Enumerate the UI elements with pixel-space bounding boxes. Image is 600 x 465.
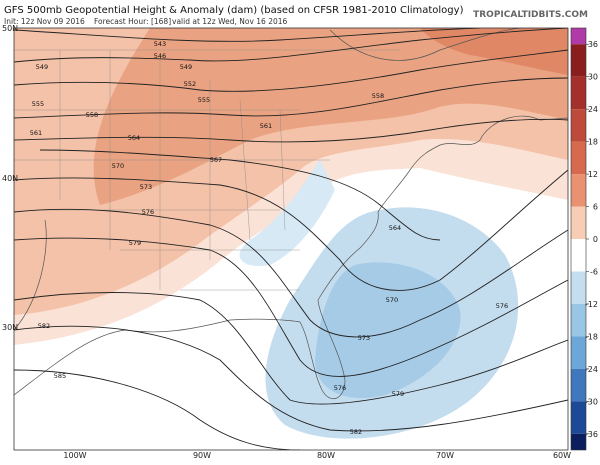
- contour-label: 549: [180, 63, 192, 71]
- contour-label: 561: [30, 129, 42, 137]
- contour-label: 573: [140, 183, 152, 191]
- lat-label: 50N: [2, 24, 18, 33]
- colorbar-tick-label: 6: [593, 203, 598, 212]
- lon-labels: 100W 90W 80W 70W 60W: [63, 451, 571, 460]
- colorbar-segment: [571, 109, 586, 142]
- lat-label: 30N: [2, 323, 18, 332]
- colorbar-tick-label: -18: [585, 332, 598, 341]
- colorbar-segment: [571, 206, 586, 239]
- colorbar-tick-label: -30: [585, 397, 598, 406]
- colorbar-segment: [571, 174, 586, 207]
- contour-label: 567: [210, 156, 222, 164]
- lon-label: 80W: [317, 451, 335, 460]
- colorbar-segment: [571, 368, 586, 402]
- contour-label: 576: [334, 384, 346, 392]
- colorbar-segment: [571, 28, 586, 45]
- contour-label: 564: [128, 134, 140, 142]
- init-time: Init: 12z Nov 09 2016: [4, 17, 85, 26]
- contour-label: 576: [142, 208, 154, 216]
- colorbar-tick-label: 18: [588, 138, 598, 147]
- colorbar-segment: [571, 303, 586, 337]
- negative-anomaly: [315, 262, 461, 399]
- contour-label: 546: [154, 52, 166, 60]
- contour-label: 555: [198, 96, 210, 104]
- map-panel: [13, 27, 569, 451]
- colorbar-segment: [571, 239, 586, 272]
- contour-label: 555: [32, 100, 44, 108]
- lat-label: 40N: [2, 174, 18, 183]
- map-frame: [13, 27, 569, 451]
- contour-label: 585: [54, 372, 66, 380]
- contour-label: 579: [392, 390, 404, 398]
- lon-label: 60W: [553, 451, 571, 460]
- positive-anomaly: [93, 28, 568, 205]
- title: GFS 500mb Geopotential Height & Anomaly …: [4, 5, 464, 16]
- colorbar-segment: [571, 433, 586, 450]
- coastline: [14, 28, 521, 331]
- colorbar-tick-label: 30: [588, 73, 598, 82]
- negative-anomaly: [239, 160, 335, 266]
- lon-label: 100W: [63, 451, 86, 460]
- contour-label: 558: [372, 92, 384, 100]
- positive-anomaly: [420, 28, 568, 75]
- contour-label: 570: [112, 162, 124, 170]
- colorbar-tick-label: 24: [588, 105, 598, 114]
- contour-label: 564: [389, 224, 401, 232]
- colorbar-tick-label: -24: [585, 365, 598, 374]
- contour-label: 561: [260, 122, 272, 130]
- forecast-hour: Forecast Hour: [168]: [94, 17, 171, 26]
- colorbar-tick-label: 36: [588, 40, 598, 49]
- contour-label: 579: [129, 239, 141, 247]
- colorbar-tick-label: 0: [593, 235, 598, 244]
- lat-labels: 50N 40N 30N: [2, 24, 18, 332]
- contour-label: 543: [154, 40, 166, 48]
- contour-label: 573: [358, 334, 370, 342]
- colorbar-tick-label: -6: [590, 267, 598, 276]
- contour-label: 552: [184, 80, 196, 88]
- contour-label: 582: [350, 428, 362, 436]
- contour-label: 582: [38, 322, 50, 330]
- colorbar-segment: [571, 141, 586, 175]
- valid-time: valid at 12z Wed, Nov 16 2016: [172, 17, 288, 26]
- colorbar-segment: [571, 271, 586, 304]
- contour-label: 558: [86, 111, 98, 119]
- colorbar-tick-label: -36: [585, 430, 598, 439]
- colorbar-segment: [571, 76, 586, 110]
- colorbar-tick-label: 12: [588, 170, 598, 179]
- colorbar-segment: [571, 401, 586, 434]
- lon-label: 90W: [193, 451, 211, 460]
- site-credit: TROPICALTIDBITS.COM: [473, 10, 588, 20]
- coastline: [14, 115, 568, 400]
- lon-label: 70W: [436, 451, 454, 460]
- colorbar-tick-label: -12: [585, 300, 598, 309]
- contour-labels: 543 546 549 549 552 555 555 558 558 561 …: [30, 40, 508, 436]
- contour-label: 576: [496, 302, 508, 310]
- contour-label: 549: [36, 63, 48, 71]
- colorbar: 36 30 24 18 12 6 0 -6 -12 -18 -24 -30 -36: [570, 27, 598, 451]
- contour-label: 570: [386, 296, 398, 304]
- colorbar-segment: [571, 44, 586, 77]
- colorbar-segment: [571, 336, 586, 369]
- colorbar-frame: [570, 27, 587, 451]
